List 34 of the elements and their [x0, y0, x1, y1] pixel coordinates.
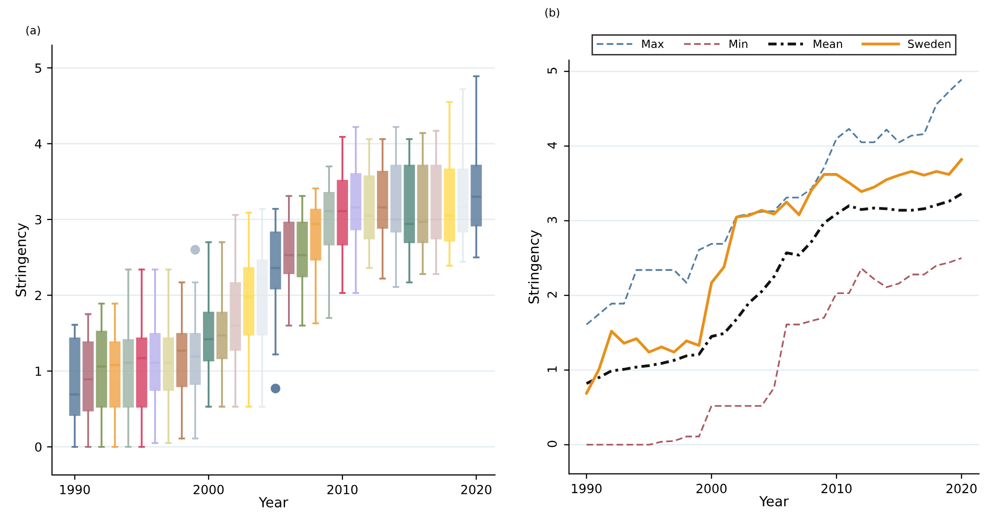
legend-label: Mean	[814, 40, 842, 48]
y-tick-label: 4	[34, 139, 42, 148]
x-tick-label: 2010	[822, 484, 852, 494]
legend-label: Max	[642, 40, 664, 48]
x-tick-label: 1990	[60, 484, 90, 494]
y-axis-title: Stringency	[15, 223, 29, 296]
y-tick-label: 1	[548, 366, 557, 372]
x-axis-title: Year	[258, 497, 288, 508]
x-tick-label: 2000	[194, 484, 224, 494]
line-series	[585, 192, 963, 385]
y-tick-label: 3	[547, 216, 557, 223]
line-series	[586, 257, 962, 446]
x-tick-label: 2010	[327, 484, 358, 494]
y-tick-label: 4	[548, 142, 557, 149]
text: (a)	[26, 26, 40, 36]
x-tick-label: 1990	[572, 484, 602, 494]
line-series	[586, 78, 962, 326]
y-tick-label: 0	[35, 442, 42, 452]
y-tick-label: 2	[35, 290, 42, 300]
y-tick-label: 3	[35, 214, 42, 224]
y-axis-title: Stringency	[528, 230, 542, 304]
x-tick-label: 2020	[946, 484, 977, 494]
y-tick-label: 2	[547, 292, 557, 298]
y-tick-label: 5	[35, 64, 42, 73]
y-tick-label: 1	[36, 366, 42, 376]
x-tick-label: 2000	[696, 484, 727, 494]
legend-label: Min	[730, 39, 748, 48]
y-tick-label: 5	[548, 68, 557, 74]
y-tick-label: 0	[547, 440, 557, 448]
x-tick-label: 2020	[461, 484, 492, 494]
legend-label: Sweden	[908, 39, 950, 48]
text: (b)	[545, 8, 560, 18]
x-axis-title: Year	[759, 496, 789, 506]
line-series	[585, 158, 963, 395]
